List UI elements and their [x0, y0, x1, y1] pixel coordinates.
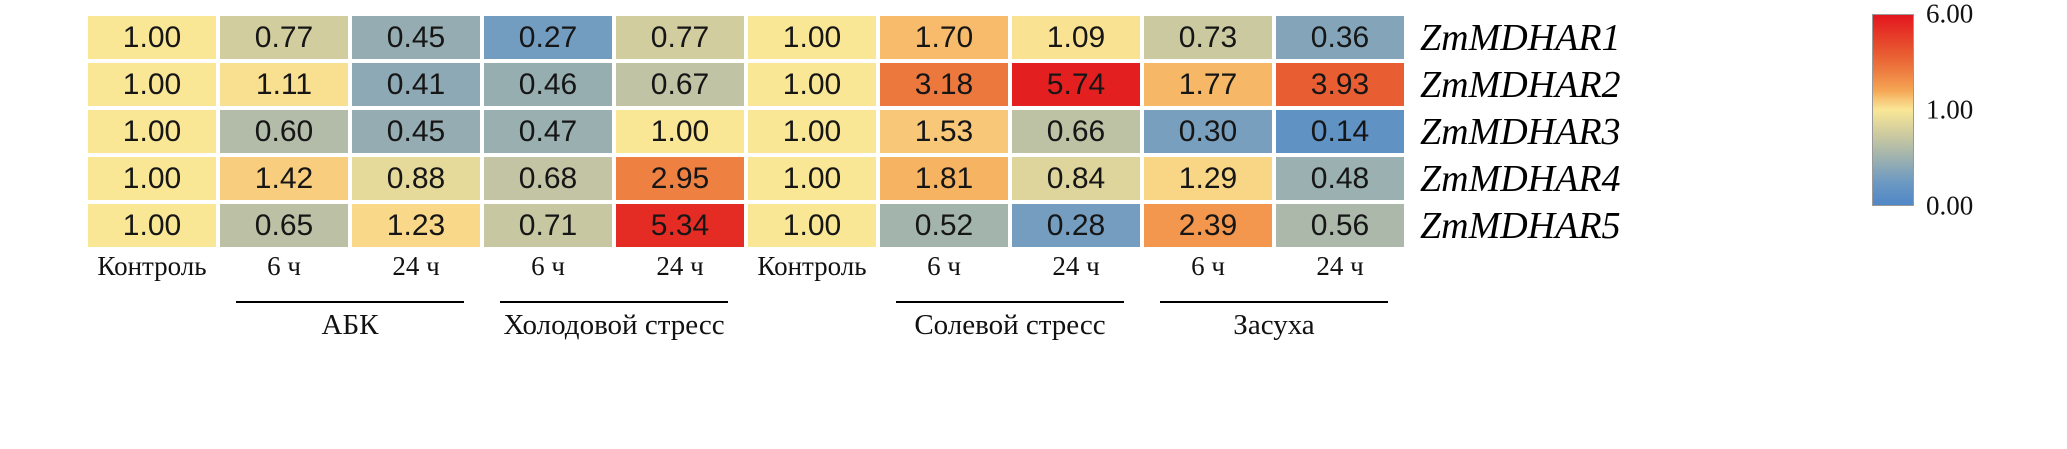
heatmap-cell: 0.47 — [484, 110, 612, 153]
heatmap-cell: 1.81 — [880, 157, 1008, 200]
heatmap-cell: 0.36 — [1276, 16, 1404, 59]
heatmap-cell: 0.71 — [484, 204, 612, 247]
heatmap-cell: 1.42 — [220, 157, 348, 200]
column-label: Контроль — [757, 251, 867, 281]
column-label: 6 ч — [267, 251, 301, 281]
heatmap-cell: 2.95 — [616, 157, 744, 200]
heatmap-cell: 0.14 — [1276, 110, 1404, 153]
heatmap-cell: 1.29 — [1144, 157, 1272, 200]
gene-label: ZmMDHAR5 — [1420, 204, 1621, 247]
heatmap-cell: 0.45 — [352, 110, 480, 153]
heatmap-cell: 0.77 — [616, 16, 744, 59]
column-label: 24 ч — [392, 251, 440, 281]
group-label: Холодовой стресс — [503, 309, 725, 341]
gene-label: ZmMDHAR4 — [1420, 157, 1621, 200]
heatmap-cell: 1.53 — [880, 110, 1008, 153]
group-underline — [500, 301, 728, 303]
heatmap-cell: 0.88 — [352, 157, 480, 200]
heatmap-cell: 0.77 — [220, 16, 348, 59]
heatmap-cell: 0.30 — [1144, 110, 1272, 153]
heatmap-cell: 1.00 — [88, 110, 216, 153]
heatmap-cell: 1.00 — [748, 204, 876, 247]
colorbar-gradient — [1872, 14, 1914, 206]
group-underline — [236, 301, 464, 303]
heatmap-cell: 0.84 — [1012, 157, 1140, 200]
heatmap-cell: 0.27 — [484, 16, 612, 59]
group-underline — [1160, 301, 1388, 303]
column-label: 24 ч — [656, 251, 704, 281]
heatmap-cell: 0.73 — [1144, 16, 1272, 59]
heatmap-cell: 1.00 — [88, 16, 216, 59]
heatmap-cell: 5.74 — [1012, 63, 1140, 106]
column-label: Контроль — [97, 251, 207, 281]
column-label: 6 ч — [1191, 251, 1225, 281]
heatmap-cell: 1.00 — [616, 110, 744, 153]
heatmap-cell: 0.67 — [616, 63, 744, 106]
group-label: АБК — [321, 309, 379, 341]
column-label: 6 ч — [531, 251, 565, 281]
group-label: Солевой стресс — [914, 309, 1106, 341]
heatmap-cell: 5.34 — [616, 204, 744, 247]
heatmap-cell: 1.00 — [88, 63, 216, 106]
heatmap-cell: 1.11 — [220, 63, 348, 106]
colorbar-tick-label: 1.00 — [1926, 94, 1974, 125]
group-label: Засуха — [1233, 309, 1315, 341]
heatmap-cell: 0.56 — [1276, 204, 1404, 247]
heatmap-cell: 1.00 — [88, 157, 216, 200]
heatmap-cell: 1.00 — [748, 157, 876, 200]
heatmap-cell: 0.65 — [220, 204, 348, 247]
heatmap-cell: 1.00 — [88, 204, 216, 247]
heatmap-cell: 1.23 — [352, 204, 480, 247]
gene-label: ZmMDHAR1 — [1420, 16, 1621, 59]
heatmap-cell: 1.77 — [1144, 63, 1272, 106]
heatmap-grid: 1.00 0.77 0.45 0.27 0.77 1.00 1.70 1.09 0.73 0.36… — [88, 16, 1404, 247]
column-label: 24 ч — [1052, 251, 1100, 281]
column-label: 24 ч — [1316, 251, 1364, 281]
column-label: 6 ч — [927, 251, 961, 281]
heatmap-cell: 1.00 — [748, 63, 876, 106]
heatmap-cell: 0.45 — [352, 16, 480, 59]
heatmap-cell: 0.68 — [484, 157, 612, 200]
gene-label: ZmMDHAR3 — [1420, 110, 1621, 153]
heatmap-cell: 0.48 — [1276, 157, 1404, 200]
heatmap-cell: 1.09 — [1012, 16, 1140, 59]
heatmap-cell: 1.70 — [880, 16, 1008, 59]
heatmap-cell: 3.18 — [880, 63, 1008, 106]
heatmap-cell: 0.46 — [484, 63, 612, 106]
heatmap-cell: 3.93 — [1276, 63, 1404, 106]
gene-label: ZmMDHAR2 — [1420, 63, 1621, 106]
colorbar-tick-label: 6.00 — [1926, 0, 1974, 29]
heatmap-cell: 1.00 — [748, 16, 876, 59]
group-underline — [896, 301, 1124, 303]
heatmap-cell: 1.00 — [748, 110, 876, 153]
colorbar-tick-label: 0.00 — [1926, 190, 1974, 221]
heatmap-cell: 0.28 — [1012, 204, 1140, 247]
heatmap-cell: 0.52 — [880, 204, 1008, 247]
heatmap-cell: 2.39 — [1144, 204, 1272, 247]
heatmap-cell: 0.41 — [352, 63, 480, 106]
heatmap-cell: 0.60 — [220, 110, 348, 153]
heatmap-cell: 0.66 — [1012, 110, 1140, 153]
